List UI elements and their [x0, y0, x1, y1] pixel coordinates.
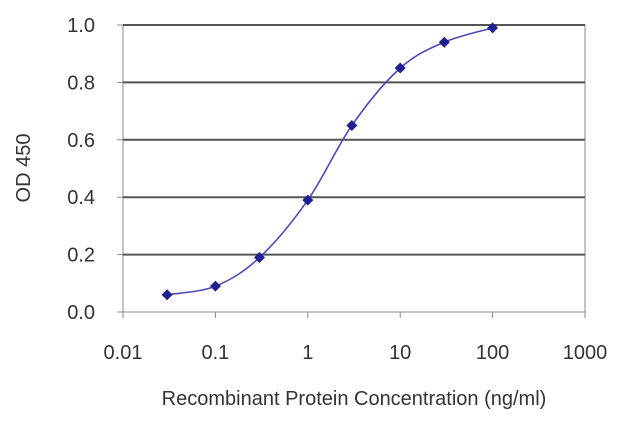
data-point	[394, 62, 406, 74]
y-tick-marks	[117, 24, 123, 313]
data-point	[438, 36, 450, 48]
y-tick-label: 1.0	[67, 15, 95, 37]
y-tick-label: 0.0	[67, 302, 95, 324]
series-line	[166, 27, 493, 296]
data-point	[209, 280, 221, 292]
y-tick-label: 0.6	[67, 130, 95, 152]
data-point	[302, 194, 314, 206]
grid-lines	[123, 24, 585, 256]
x-tick-label: 100	[476, 342, 509, 364]
x-tick-label: 0.1	[201, 342, 229, 364]
plot-area	[117, 22, 586, 318]
x-tick-label: 1000	[563, 342, 608, 364]
y-tick-labels: 0.0 0.2 0.4 0.6 0.8 1.0	[67, 15, 95, 324]
x-tick-label: 10	[389, 342, 411, 364]
series-group	[161, 22, 499, 301]
x-tick-label: 0.01	[104, 342, 143, 364]
x-tick-marks	[122, 312, 586, 318]
data-point	[253, 251, 265, 263]
y-tick-label: 0.4	[67, 187, 95, 209]
x-tick-label: 1	[302, 342, 313, 364]
y-tick-label: 0.8	[67, 72, 95, 94]
x-axis-title: Recombinant Protein Concentration (ng/ml…	[162, 388, 547, 410]
data-point	[346, 119, 358, 131]
y-axis-title: OD 450	[13, 134, 35, 203]
y-tick-label: 0.2	[67, 245, 95, 267]
x-tick-labels: 0.01 0.1 1 10 100 1000	[104, 342, 608, 364]
data-point	[487, 22, 499, 34]
data-point	[161, 289, 173, 301]
plot-frame	[122, 24, 586, 313]
